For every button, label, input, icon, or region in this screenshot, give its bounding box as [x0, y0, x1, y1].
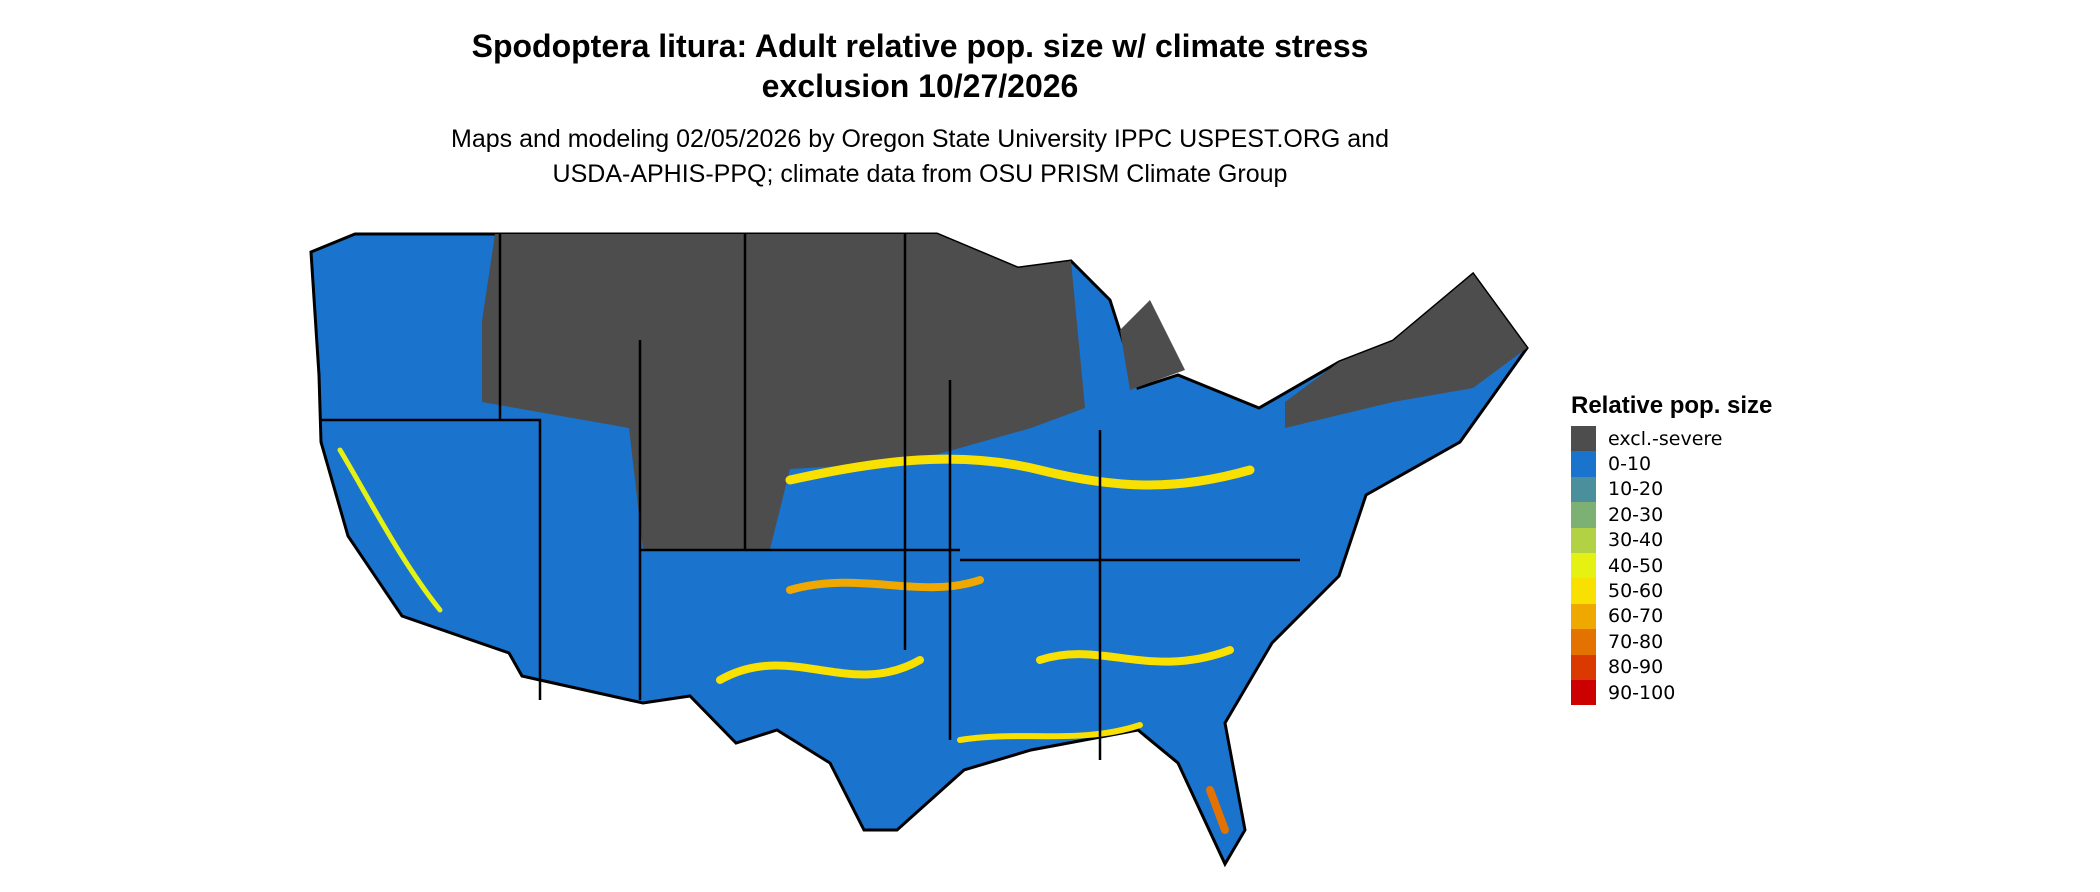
band-gulf [957, 722, 1143, 743]
legend-title: Relative pop. size [1571, 392, 1773, 419]
legend-item: 0-10 [1571, 451, 1772, 477]
legend: Relative pop. size excl.-severe 0-10 10-20… [1571, 392, 1773, 706]
legend-swatch [1571, 654, 1596, 680]
band-florida [1206, 786, 1229, 834]
legend-item: 90-100 [1571, 679, 1772, 706]
legend-label: 80-90 [1608, 656, 1664, 679]
legend-item: 50-60 [1571, 578, 1772, 604]
legend-swatch [1571, 426, 1596, 452]
legend-label: 30-40 [1608, 529, 1664, 552]
legend-swatch [1571, 451, 1596, 477]
legend-item: 40-50 [1571, 552, 1772, 579]
map-subtitle-line-1: Maps and modeling 02/05/2026 by Oregon S… [451, 125, 1389, 153]
legend-label: 0-10 [1608, 453, 1652, 476]
map-subtitle-line-2: USDA-APHIS-PPQ; climate data from OSU PR… [552, 160, 1288, 188]
band-midwest [785, 454, 1255, 490]
high-population-bands [337, 447, 1255, 834]
legend-item: 70-80 [1571, 629, 1772, 655]
legend-swatch [1571, 552, 1596, 579]
state-borders [321, 234, 1300, 760]
legend-label: 40-50 [1608, 554, 1664, 577]
map-title-line-2: exclusion 10/27/2026 [761, 68, 1079, 104]
legend-swatch [1571, 679, 1596, 706]
legend-label: excl.-severe [1608, 427, 1723, 450]
legend-label: 70-80 [1608, 630, 1664, 653]
legend-item: 30-40 [1571, 527, 1772, 553]
excluded-region-northeast [1285, 274, 1527, 428]
legend-swatch [1571, 578, 1596, 604]
legend-label: 50-60 [1608, 580, 1664, 603]
legend-swatch [1571, 527, 1596, 553]
excluded-region-north [482, 234, 1085, 549]
map-title-line-1: Spodoptera litura: Adult relative pop. s… [471, 28, 1369, 64]
legend-label: 90-100 [1608, 681, 1676, 704]
band-oklahoma [786, 576, 984, 594]
legend-swatch [1571, 603, 1596, 630]
legend-swatch [1571, 502, 1596, 528]
legend-item: 80-90 [1571, 654, 1772, 680]
band-south [1036, 646, 1234, 666]
excluded-region-michigan [1120, 300, 1185, 390]
legend-label: 10-20 [1608, 478, 1664, 501]
band-west [337, 447, 443, 613]
legend-label: 60-70 [1608, 605, 1664, 628]
legend-swatch [1571, 629, 1596, 655]
legend-item: 20-30 [1571, 502, 1772, 528]
legend-label: 20-30 [1608, 503, 1664, 526]
legend-item: excl.-severe [1571, 426, 1772, 452]
legend-items: excl.-severe 0-10 10-20 20-30 30-40 40-50 50-6… [1571, 426, 1772, 706]
legend-swatch [1571, 476, 1596, 503]
band-texas [716, 656, 924, 684]
legend-item: 10-20 [1571, 476, 1772, 503]
legend-item: 60-70 [1571, 603, 1772, 630]
